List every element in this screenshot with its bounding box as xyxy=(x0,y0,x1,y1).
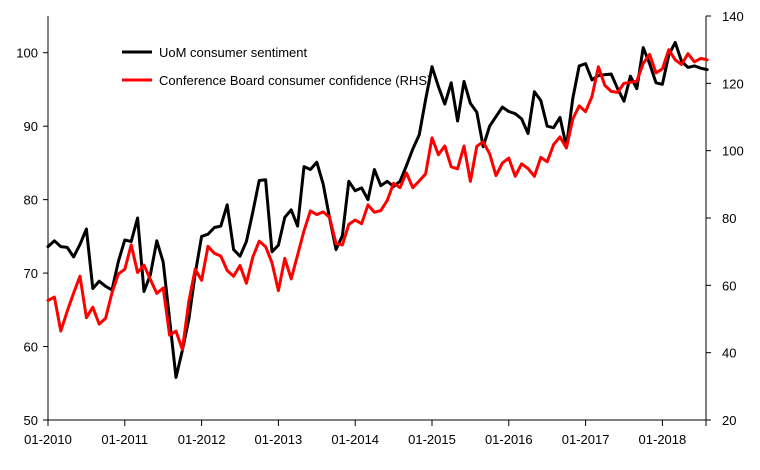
right-y-tick-label: 40 xyxy=(722,346,736,361)
series-line-conference-board-confidence xyxy=(46,48,709,352)
left-y-tick-label: 70 xyxy=(24,266,38,281)
left-y-tick-label: 100 xyxy=(16,46,38,61)
left-y-tick-label: 60 xyxy=(24,340,38,355)
right-y-tick-label: 80 xyxy=(722,211,736,226)
x-tick-label: 01-2014 xyxy=(331,432,379,447)
x-tick-label: 01-2017 xyxy=(562,432,610,447)
x-tick-label: 01-2015 xyxy=(408,432,456,447)
legend: UoM consumer sentiment Conference Board … xyxy=(122,45,431,88)
x-tick-label: 01-2013 xyxy=(255,432,303,447)
left-y-tick-label: 80 xyxy=(24,193,38,208)
legend-label-uom: UoM consumer sentiment xyxy=(159,45,307,60)
axes: 50 60 70 80 90 100 20 40 60 80 100 120 140 01-2010 01-… xyxy=(16,9,743,447)
x-tick-label: 01-2010 xyxy=(24,432,72,447)
legend-label-conference-board: Conference Board consumer confidence (RH… xyxy=(159,73,431,88)
right-y-tick-label: 60 xyxy=(722,278,736,293)
x-tick-label: 01-2018 xyxy=(639,432,687,447)
right-y-tick-label: 100 xyxy=(722,144,744,159)
series-layer xyxy=(46,40,709,379)
x-tick-label: 01-2012 xyxy=(178,432,226,447)
left-y-tick-label: 50 xyxy=(24,413,38,428)
right-y-tick-label: 20 xyxy=(722,413,736,428)
x-tick-label: 01-2011 xyxy=(101,432,148,447)
right-y-tick-label: 140 xyxy=(722,9,744,24)
left-y-tick-label: 90 xyxy=(24,119,38,134)
right-y-tick-label: 120 xyxy=(722,76,744,91)
x-tick-label: 01-2016 xyxy=(485,432,533,447)
